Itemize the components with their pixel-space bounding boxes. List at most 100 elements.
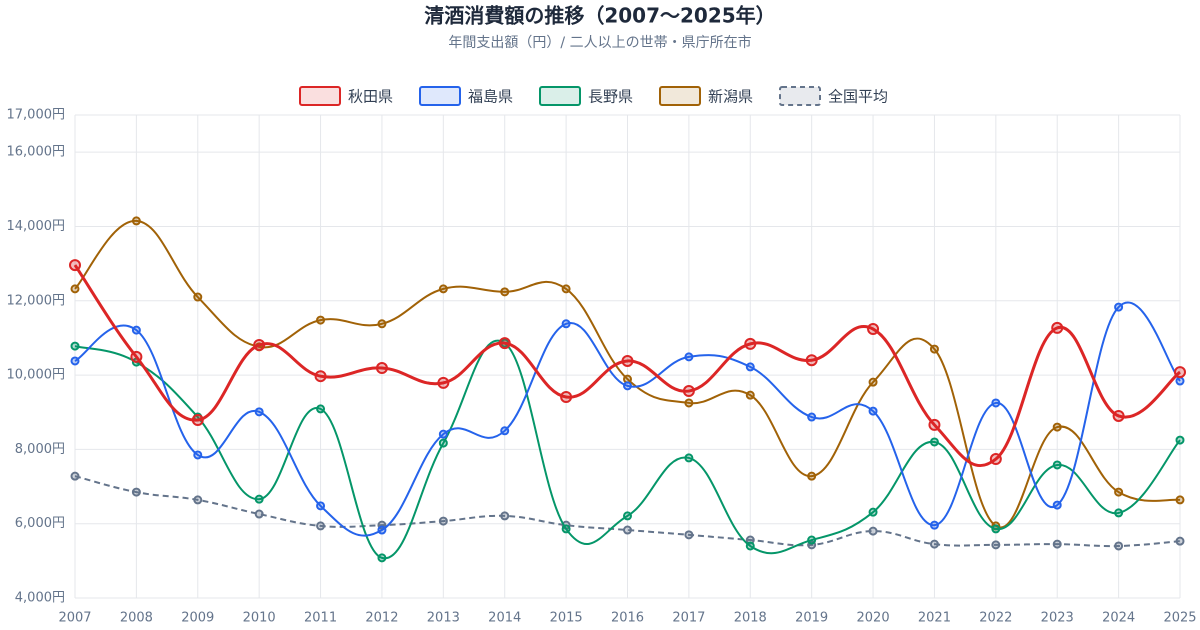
data-point xyxy=(1051,321,1064,334)
data-point xyxy=(498,337,511,350)
data-point xyxy=(316,521,326,531)
data-point xyxy=(193,495,203,505)
data-point xyxy=(438,516,448,526)
data-point xyxy=(1175,495,1185,505)
data-point xyxy=(745,362,755,372)
data-point xyxy=(437,376,450,389)
data-point xyxy=(623,525,632,535)
legend-swatch xyxy=(419,86,461,106)
data-point xyxy=(1052,460,1062,470)
series-line xyxy=(73,264,1181,467)
data-point xyxy=(1175,435,1185,445)
legend-swatch xyxy=(659,86,701,106)
data-point xyxy=(868,507,878,517)
x-tick-label: 2014 xyxy=(488,611,521,626)
data-point xyxy=(684,453,694,463)
legend-swatch xyxy=(299,86,341,106)
data-point xyxy=(193,292,203,302)
data-point xyxy=(316,315,326,325)
x-tick-label: 2020 xyxy=(857,611,890,626)
y-tick-label: 10,000円 xyxy=(7,368,66,383)
data-point xyxy=(623,511,632,521)
x-tick-label: 2009 xyxy=(181,611,214,626)
data-point xyxy=(867,323,880,336)
legend-label: 秋田県 xyxy=(348,88,393,106)
x-tick-label: 2012 xyxy=(365,611,398,626)
data-point xyxy=(70,356,80,366)
data-point xyxy=(131,216,141,226)
data-point xyxy=(500,511,510,521)
data-point xyxy=(929,520,939,530)
data-point xyxy=(254,509,264,519)
x-tick-label: 2010 xyxy=(243,611,276,626)
data-point xyxy=(316,404,326,414)
data-point xyxy=(991,524,1001,534)
x-tick-label: 2016 xyxy=(611,611,644,626)
data-point xyxy=(1112,409,1125,422)
data-point xyxy=(929,437,939,447)
y-tick-label: 12,000円 xyxy=(7,293,66,308)
data-point xyxy=(991,398,1001,408)
data-point xyxy=(807,535,817,545)
legend-label: 全国平均 xyxy=(828,88,888,106)
data-point xyxy=(131,487,141,497)
chart-title: 清酒消費額の推移（2007〜2025年） xyxy=(424,4,775,28)
y-tick-label: 6,000円 xyxy=(15,516,65,531)
data-point xyxy=(377,319,387,329)
data-point xyxy=(377,553,387,563)
x-tick-label: 2013 xyxy=(427,611,460,626)
data-point xyxy=(70,471,80,481)
series-line xyxy=(74,475,1181,548)
x-tick-label: 2025 xyxy=(1163,611,1196,626)
legend-swatch xyxy=(539,86,581,106)
data-point xyxy=(500,426,510,436)
x-tick-label: 2019 xyxy=(795,611,828,626)
x-tick-label: 2008 xyxy=(120,611,153,626)
data-point xyxy=(438,429,448,439)
series-line xyxy=(74,339,1181,559)
data-point xyxy=(254,494,264,504)
x-tick-label: 2022 xyxy=(979,611,1012,626)
data-point xyxy=(745,541,755,551)
x-tick-label: 2015 xyxy=(550,611,583,626)
data-point xyxy=(438,284,448,294)
legend-label: 福島県 xyxy=(468,88,513,106)
legend-swatch xyxy=(779,86,821,106)
data-point xyxy=(929,344,939,354)
y-tick-label: 17,000円 xyxy=(7,108,66,123)
data-point xyxy=(70,341,80,351)
data-point xyxy=(621,354,634,367)
data-point xyxy=(682,385,695,398)
data-point xyxy=(868,377,878,387)
data-point xyxy=(745,535,755,545)
data-point xyxy=(377,525,387,535)
data-point xyxy=(1175,376,1185,386)
data-point xyxy=(1175,536,1185,546)
data-point xyxy=(684,530,694,540)
x-tick-label: 2018 xyxy=(734,611,767,626)
x-tick-label: 2017 xyxy=(672,611,705,626)
data-point xyxy=(989,453,1002,466)
data-point xyxy=(1114,541,1124,551)
data-point xyxy=(254,407,264,417)
data-point xyxy=(744,337,757,350)
data-point xyxy=(1052,500,1062,510)
y-tick-label: 14,000円 xyxy=(7,219,66,234)
x-tick-label: 2007 xyxy=(58,611,91,626)
data-point xyxy=(438,438,448,448)
data-point xyxy=(684,352,694,362)
data-point xyxy=(868,406,878,416)
data-point xyxy=(69,259,81,272)
data-point xyxy=(623,381,632,391)
data-point xyxy=(314,370,327,383)
chart-subtitle: 年間支出額（円）/ 二人以上の世帯・県庁所在市 xyxy=(448,34,751,51)
y-tick-label: 16,000円 xyxy=(7,145,66,160)
data-point xyxy=(561,524,571,534)
x-tick-label: 2024 xyxy=(1102,611,1135,626)
data-point xyxy=(1052,422,1062,432)
data-point xyxy=(1052,539,1062,549)
data-point xyxy=(253,338,266,351)
legend-label: 長野県 xyxy=(588,88,633,106)
data-point xyxy=(807,412,817,422)
data-point xyxy=(805,354,818,367)
